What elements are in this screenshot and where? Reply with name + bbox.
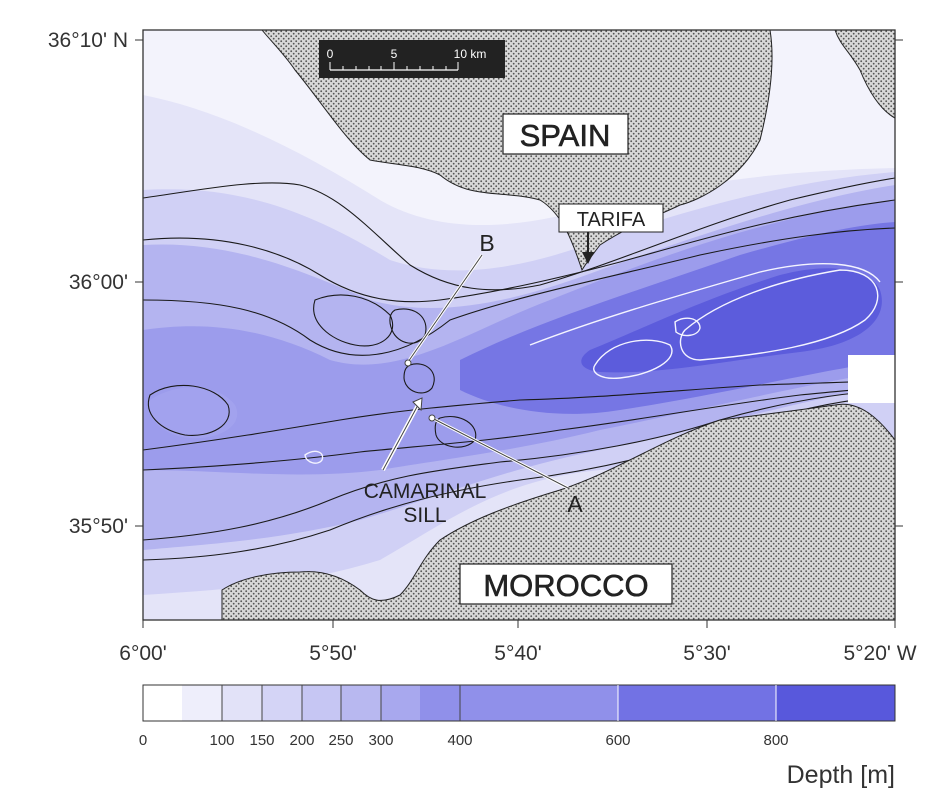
scale-tick-5: 5 <box>391 47 398 61</box>
legend-cell <box>381 685 420 721</box>
lon-label-4: 5°30' <box>683 642 730 665</box>
legend-tick-label: 0 <box>139 732 147 749</box>
depth-legend: 0 100 150 200 250 300 400 600 800 Depth [m] <box>139 684 896 789</box>
spain-label: SPAIN <box>520 118 611 153</box>
west-basin-deep <box>149 387 238 439</box>
legend-cell <box>182 685 222 721</box>
legend-tick-label: 100 <box>209 732 234 749</box>
lat-label-2: 36°00' <box>69 271 128 294</box>
legend-cell <box>222 685 262 721</box>
tarifa-label-box: TARIFA <box>558 203 664 264</box>
morocco-land <box>221 403 896 621</box>
legend-tick-label: 300 <box>368 732 393 749</box>
point-a-label: A <box>567 491 583 517</box>
legend-tick-label: 150 <box>249 732 274 749</box>
legend-cell <box>776 685 895 721</box>
legend-cell <box>302 685 341 721</box>
legend-cell <box>262 685 302 721</box>
lon-label-1: 6°00' <box>119 642 166 665</box>
legend-colorbar <box>143 685 895 721</box>
annotation-lines <box>381 254 569 490</box>
spain-label-box: SPAIN <box>502 113 629 155</box>
legend-tick-label: 800 <box>763 732 788 749</box>
dark-contours <box>143 177 895 561</box>
frame-ticks <box>135 39 903 628</box>
lat-label-3: 35°50' <box>69 515 128 538</box>
point-b-label: B <box>479 230 494 256</box>
light-contours <box>304 263 881 464</box>
legend-tick-label: 200 <box>289 732 314 749</box>
legend-cell <box>341 685 381 721</box>
scale-tick-0: 0 <box>327 47 334 61</box>
map-frame <box>142 29 896 621</box>
sill-label-line1: CAMARINAL <box>364 480 487 503</box>
legend-tick-label: 250 <box>328 732 353 749</box>
lat-label-1: 36°10' N <box>48 29 128 52</box>
spain-east-land <box>834 29 896 119</box>
lon-label-5: 5°20' W <box>843 642 916 665</box>
legend-tick-label: 400 <box>447 732 472 749</box>
legend-cell <box>143 685 182 721</box>
legend-title: Depth [m] <box>787 761 895 789</box>
legend-tick-label: 600 <box>605 732 630 749</box>
map-blank-corner <box>848 355 895 403</box>
scale-tick-10: 10 km <box>454 47 487 61</box>
legend-cell <box>420 685 618 721</box>
morocco-label: MOROCCO <box>483 568 648 603</box>
depth-band-800 <box>581 268 882 373</box>
morocco-label-box: MOROCCO <box>459 563 673 605</box>
legend-ticks: 0 100 150 200 250 300 400 600 800 <box>139 685 789 749</box>
sill-label-line2: SILL <box>403 504 446 527</box>
tarifa-label: TARIFA <box>577 209 646 231</box>
lon-label-3: 5°40' <box>494 642 541 665</box>
lon-label-2: 5°50' <box>309 642 356 665</box>
legend-cell <box>618 685 776 721</box>
legend-frame <box>142 684 896 722</box>
scale-bar: 0 5 10 km <box>319 40 505 78</box>
